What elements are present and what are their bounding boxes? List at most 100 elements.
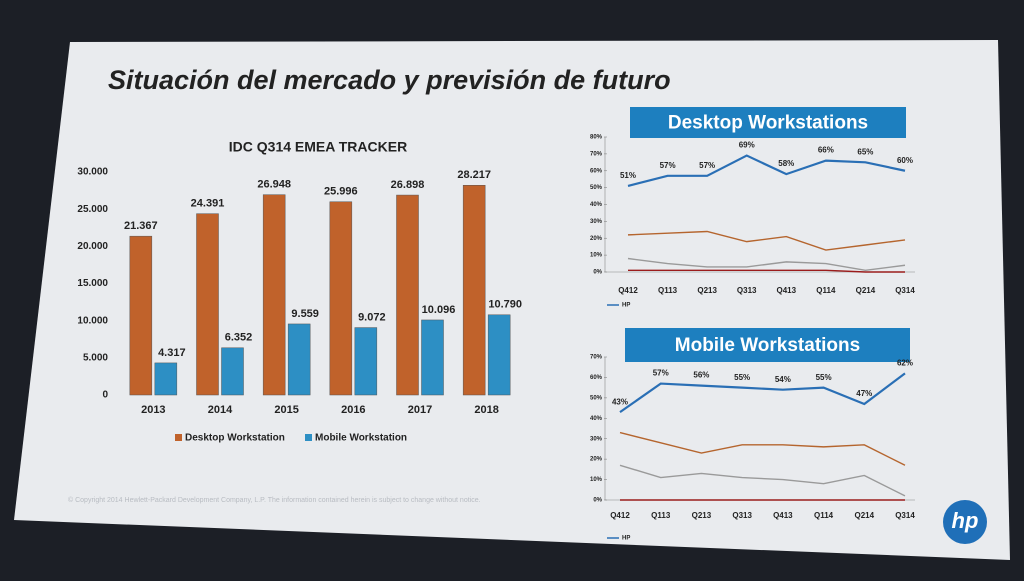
y-tick-label: 5.000	[83, 352, 108, 363]
bar	[329, 201, 353, 396]
value-label: 54%	[775, 375, 791, 384]
bar	[287, 323, 311, 396]
x-tick-label: 2017	[408, 404, 432, 416]
value-label: 62%	[897, 358, 913, 367]
series-line	[627, 257, 906, 272]
value-label: 56%	[693, 371, 709, 380]
bar	[421, 319, 444, 396]
y-tick-label: 60%	[590, 375, 603, 381]
y-tick-label: 50%	[590, 185, 603, 191]
x-tick-label: Q314	[895, 511, 915, 520]
value-label: 55%	[816, 373, 832, 382]
y-tick-label: 30.000	[77, 167, 108, 178]
y-tick-label: 20%	[590, 457, 603, 463]
series-line	[627, 154, 906, 188]
value-label: 69%	[739, 141, 755, 150]
x-tick-label: Q213	[692, 511, 712, 520]
series-line	[619, 431, 906, 466]
bar	[196, 213, 219, 396]
value-label: 57%	[653, 369, 669, 378]
value-label: 57%	[699, 161, 715, 170]
value-label: 9.072	[358, 311, 386, 323]
y-tick-label: 10%	[590, 477, 603, 483]
y-tick-label: 0%	[593, 270, 602, 276]
value-label: 10.790	[488, 299, 522, 311]
y-tick-label: 40%	[590, 416, 603, 422]
value-label: 24.391	[191, 198, 225, 210]
x-tick-label: Q313	[737, 286, 757, 295]
value-label: 21.367	[124, 220, 158, 232]
value-label: 28.217	[457, 169, 491, 181]
value-label: 66%	[818, 146, 834, 155]
y-tick-label: 10.000	[77, 315, 108, 326]
y-tick-label: 30%	[590, 219, 603, 225]
y-tick-label: 25.000	[77, 204, 108, 215]
value-label: 58%	[778, 159, 794, 168]
x-tick-label: Q213	[697, 286, 717, 295]
series-line	[619, 372, 906, 414]
bar	[487, 314, 511, 396]
y-tick-label: 20%	[590, 236, 603, 242]
value-label: 43%	[612, 397, 628, 406]
y-tick-label: 0%	[593, 498, 602, 504]
y-tick-label: 70%	[590, 355, 603, 361]
x-tick-label: Q413	[776, 286, 796, 295]
legend-swatch	[305, 434, 312, 441]
series-line	[627, 230, 906, 251]
legend-label: HP	[622, 536, 630, 542]
title-banner	[625, 328, 910, 362]
value-label: 47%	[856, 389, 872, 398]
legend-swatch	[175, 434, 182, 441]
x-tick-label: Q113	[651, 511, 671, 520]
value-label: 9.559	[291, 308, 319, 320]
chart-title: Mobile Workstations	[675, 335, 860, 356]
legend-label: HP	[622, 303, 630, 309]
value-label: 10.096	[422, 304, 456, 316]
x-tick-label: Q214	[854, 511, 874, 520]
y-tick-label: 10%	[590, 253, 603, 259]
x-tick-label: Q214	[856, 286, 876, 295]
bar	[129, 235, 153, 396]
bar	[221, 347, 244, 396]
x-tick-label: 2015	[274, 404, 298, 416]
value-label: 65%	[857, 147, 873, 156]
bar	[396, 194, 419, 396]
x-tick-label: Q113	[658, 286, 678, 295]
value-label: 55%	[734, 373, 750, 382]
value-label: 57%	[660, 161, 676, 170]
legend-label: Desktop Workstation	[185, 433, 285, 444]
value-label: 4.317	[158, 347, 186, 359]
value-label: 60%	[897, 156, 913, 165]
bar	[354, 327, 378, 396]
x-tick-label: 2018	[474, 404, 498, 416]
y-tick-label: 50%	[590, 395, 603, 401]
chart-title: IDC Q314 EMEA TRACKER	[229, 139, 407, 155]
bar	[154, 362, 178, 396]
x-tick-label: 2013	[141, 404, 165, 416]
legend-label: Mobile Workstation	[315, 433, 407, 444]
x-tick-label: Q114	[814, 511, 834, 520]
y-tick-label: 40%	[590, 202, 603, 208]
value-label: 51%	[620, 171, 636, 180]
value-label: 26.948	[257, 179, 291, 191]
x-tick-label: Q412	[610, 511, 630, 520]
y-tick-label: 80%	[590, 135, 603, 141]
logo-circle	[943, 500, 987, 544]
x-tick-label: Q413	[773, 511, 793, 520]
x-tick-label: 2016	[341, 404, 365, 416]
slide	[14, 40, 1010, 560]
y-tick-label: 60%	[590, 168, 603, 174]
bar	[462, 185, 486, 396]
chart-title: Desktop Workstations	[668, 113, 868, 134]
series-line	[628, 269, 905, 273]
x-tick-label: 2014	[208, 404, 233, 416]
footer: © Copyright 2014 Hewlett-Packard Develop…	[68, 496, 481, 504]
y-tick-label: 70%	[590, 151, 603, 157]
series-line	[619, 464, 906, 497]
x-tick-label: Q114	[816, 286, 836, 295]
y-tick-label: 30%	[590, 436, 603, 442]
x-tick-label: Q314	[895, 286, 915, 295]
x-tick-label: Q313	[732, 511, 752, 520]
